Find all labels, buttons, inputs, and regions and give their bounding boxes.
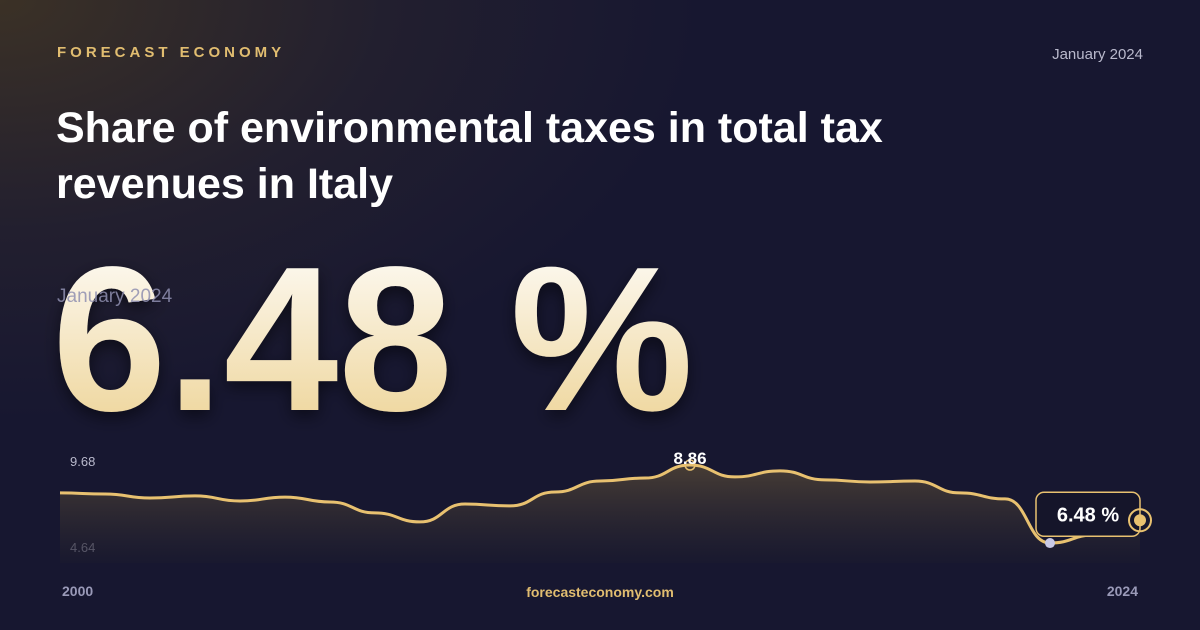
value-label: 6.48 % bbox=[1057, 504, 1119, 526]
value-label: 8.86 bbox=[673, 449, 706, 468]
footer: forecasteconomy.com bbox=[526, 584, 674, 600]
area bbox=[60, 465, 1140, 563]
brand: FORECAST ECONOMY bbox=[57, 44, 286, 61]
y-tick-label: 9.68 bbox=[70, 454, 95, 469]
headline-value: 6.48 % bbox=[52, 224, 693, 454]
headline-date: January 2024 bbox=[57, 286, 173, 307]
min-marker bbox=[1045, 538, 1055, 549]
x-tick-label: 2024 bbox=[1107, 583, 1138, 599]
peak-marker bbox=[684, 459, 696, 471]
end-marker bbox=[1134, 514, 1146, 527]
end-marker-ring bbox=[1128, 508, 1152, 533]
line bbox=[59, 463, 1141, 545]
x-tick-label: 2000 bbox=[62, 583, 93, 599]
date: January 2024 bbox=[1052, 46, 1143, 63]
title: Share of environmental taxes in total ta… bbox=[56, 104, 883, 208]
